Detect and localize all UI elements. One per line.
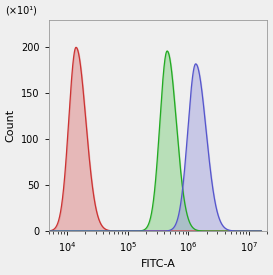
Text: (×10¹): (×10¹) <box>5 6 37 16</box>
X-axis label: FITC-A: FITC-A <box>141 259 176 270</box>
Y-axis label: Count: Count <box>5 109 16 142</box>
